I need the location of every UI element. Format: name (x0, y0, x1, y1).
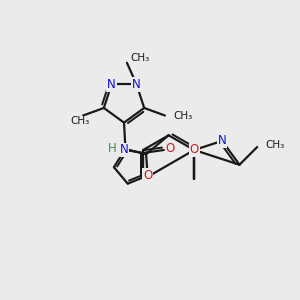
Text: O: O (190, 143, 199, 157)
Text: CH₃: CH₃ (266, 140, 285, 150)
Text: O: O (143, 169, 152, 182)
Text: H: H (108, 142, 117, 155)
Text: N: N (120, 143, 128, 157)
Text: CH₃: CH₃ (173, 110, 192, 121)
Text: N: N (218, 134, 226, 147)
Text: O: O (166, 142, 175, 155)
Text: N: N (132, 78, 141, 91)
Text: CH₃: CH₃ (130, 53, 150, 63)
Text: N: N (190, 143, 199, 157)
Text: N: N (107, 78, 116, 91)
Text: CH₃: CH₃ (70, 116, 90, 126)
